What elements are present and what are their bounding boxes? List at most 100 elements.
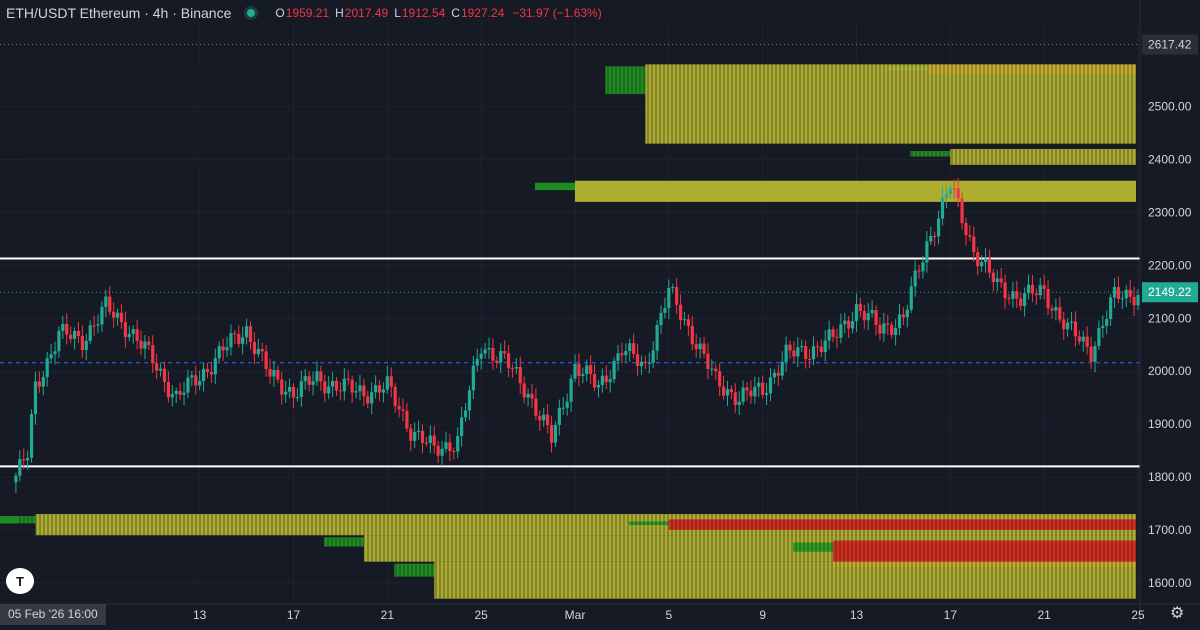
- candle-body: [409, 428, 413, 441]
- candle-body: [753, 386, 757, 397]
- candle-body: [1058, 307, 1062, 320]
- candle-body: [287, 386, 292, 392]
- heat-band-edge: [793, 542, 834, 552]
- time-tick-label: 13: [850, 608, 864, 622]
- candle-body: [827, 329, 831, 341]
- candle-body: [737, 401, 741, 405]
- symbol-legend: ETH/USDT Ethereum · 4h · Binance O 1959.2…: [6, 3, 602, 23]
- candle-body: [487, 348, 491, 350]
- candle-body: [659, 312, 663, 325]
- candle-body: [698, 343, 702, 350]
- candle-body: [303, 376, 307, 382]
- candle-body: [272, 369, 276, 377]
- candle-body: [1097, 328, 1101, 347]
- price-tick-label: 1600.00: [1148, 576, 1192, 590]
- time-tick-label: 25: [1131, 608, 1145, 622]
- candle-body: [569, 378, 573, 402]
- candle-body: [72, 330, 77, 339]
- candle-body: [686, 319, 690, 326]
- candle-body: [1085, 336, 1089, 347]
- candle-body: [362, 385, 366, 397]
- candle-body: [139, 340, 143, 349]
- price-tick-label: 1700.00: [1148, 523, 1192, 537]
- market-status-icon: [247, 9, 256, 17]
- candle-body: [784, 344, 788, 362]
- candle-body: [49, 354, 53, 359]
- candle-body: [991, 272, 995, 283]
- candle-body: [714, 368, 718, 372]
- candle-body: [807, 358, 812, 360]
- candle-body: [147, 341, 151, 346]
- candle-body: [870, 310, 874, 314]
- candle-body: [506, 353, 511, 369]
- candle-body: [256, 348, 260, 355]
- candle-body: [518, 366, 522, 384]
- candle-body: [475, 358, 479, 366]
- candle-body: [831, 329, 835, 337]
- candle-body: [796, 347, 800, 357]
- candle-body: [96, 324, 100, 326]
- candle-body: [557, 407, 561, 425]
- candle-body: [1112, 287, 1117, 298]
- candle-body: [718, 371, 722, 387]
- time-tick-label: 17: [287, 608, 301, 622]
- candle-body: [530, 393, 534, 399]
- candle-body: [22, 459, 26, 461]
- candle-body: [612, 360, 616, 380]
- time-axis[interactable]: 13 17 21 25 Mar 5 9 13 17 21 25: [0, 603, 1200, 622]
- candle-body: [835, 336, 839, 338]
- candle-body: [413, 431, 417, 441]
- candle-body: [682, 319, 687, 321]
- candle-body: [940, 197, 945, 219]
- candle-body: [45, 358, 49, 378]
- candle-body: [913, 270, 917, 287]
- candle-body: [84, 340, 88, 351]
- candle-body: [948, 188, 952, 195]
- candle-body: [811, 346, 816, 360]
- candle-body: [929, 235, 933, 242]
- candle-body: [1019, 298, 1023, 306]
- price-tick-label: 2200.00: [1148, 258, 1192, 272]
- candle-body: [119, 312, 124, 323]
- candle-body: [166, 381, 170, 398]
- candle-body: [546, 414, 550, 426]
- candle-body: [964, 223, 968, 236]
- candle-body: [983, 258, 988, 263]
- candle-body: [968, 235, 972, 237]
- tradingview-logo-icon[interactable]: T: [6, 568, 34, 594]
- price-tick-label: 2500.00: [1148, 100, 1192, 114]
- price-axis[interactable]: 1600.00 1700.00 1800.00 1900.00 2000.00 2100.…: [1139, 0, 1198, 625]
- candle-body: [710, 368, 714, 370]
- candle-body: [694, 344, 698, 350]
- candle-body: [268, 369, 272, 377]
- candle-body: [819, 346, 823, 353]
- candle-body: [1105, 319, 1109, 326]
- candle-body: [76, 330, 81, 336]
- candle-body: [1054, 307, 1058, 311]
- candle-body: [522, 383, 526, 398]
- candle-body: [440, 448, 444, 456]
- candle-body: [1034, 293, 1038, 296]
- symbol-title[interactable]: ETH/USDT Ethereum · 4h · Binance: [6, 5, 232, 21]
- candle-body: [330, 381, 335, 387]
- candle-body: [463, 410, 468, 418]
- candle-body: [1077, 336, 1081, 342]
- candle-body: [417, 430, 421, 432]
- candle-body: [61, 323, 65, 331]
- candle-body: [839, 324, 843, 338]
- candle-body: [41, 377, 45, 387]
- time-tick-label: 25: [474, 608, 488, 622]
- last-price-badge: [1142, 282, 1198, 303]
- candle-body: [190, 375, 194, 378]
- gear-icon[interactable]: ⚙: [1170, 605, 1185, 622]
- candle-body: [248, 326, 253, 342]
- candle-body: [123, 322, 127, 338]
- candle-body: [143, 341, 147, 349]
- candle-body: [592, 374, 597, 388]
- candle-body: [1011, 291, 1015, 299]
- candle-body: [252, 341, 257, 355]
- candle-body: [792, 350, 796, 357]
- candle-body: [893, 328, 898, 335]
